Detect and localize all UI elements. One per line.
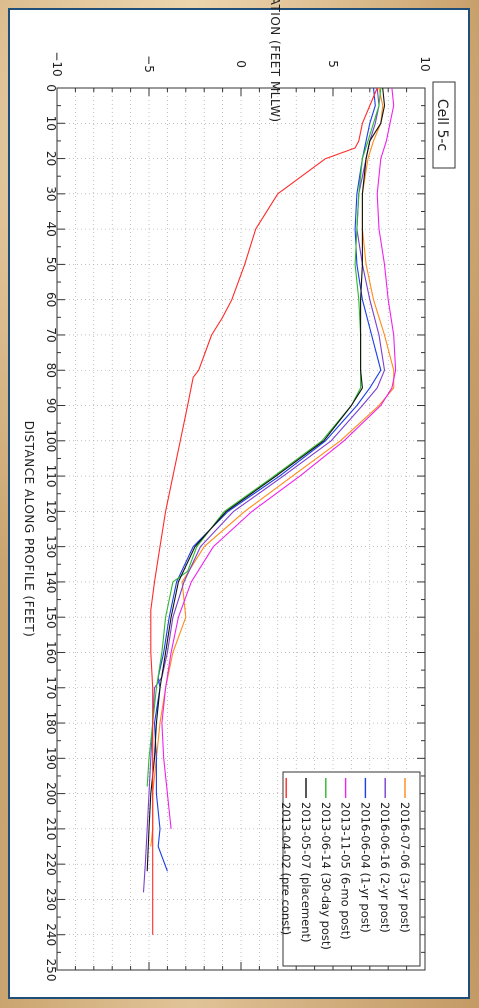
x-tick-label: 30 <box>44 186 58 201</box>
legend-label: 2013-04-02 (pre const) <box>279 802 293 935</box>
series-line-6 <box>146 87 386 872</box>
x-tick-label: 170 <box>44 676 58 699</box>
series-line-1 <box>150 87 395 847</box>
x-tick-label: 80 <box>44 363 58 378</box>
x-tick-label: 40 <box>44 221 58 236</box>
y-tick-label: −5 <box>142 55 156 73</box>
x-tick-label: 70 <box>44 327 58 342</box>
x-tick-label: 150 <box>44 606 58 629</box>
legend-label: 2013-06-14 (30-day post) <box>319 802 333 950</box>
x-tick-label: 130 <box>44 535 58 558</box>
title-box <box>432 81 456 169</box>
series-line-7 <box>150 87 378 935</box>
x-tick-label: 10 <box>44 116 58 131</box>
y-axis-title: ELEVATION (FEET MLLW) <box>268 0 282 123</box>
x-tick-label: 60 <box>44 292 58 307</box>
x-tick-label: 240 <box>44 923 58 946</box>
x-axis-title: DISTANCE ALONG PROFILE (FEET) <box>22 421 36 638</box>
x-tick-label: 180 <box>44 712 58 735</box>
x-tick-label: 20 <box>44 151 58 166</box>
x-tick-label: 140 <box>44 570 58 593</box>
x-tick-label: 120 <box>44 500 58 523</box>
chart-labels: 0102030405060708090100110120130140150160… <box>22 0 456 982</box>
chart-grid <box>57 88 425 970</box>
x-tick-label: 200 <box>44 782 58 805</box>
chart-axes <box>56 87 426 971</box>
series-line-5 <box>146 87 382 787</box>
y-tick-label: −10 <box>50 51 64 76</box>
series-line-2 <box>142 87 386 893</box>
x-tick-label: 110 <box>44 465 58 488</box>
series-line-4 <box>161 87 397 829</box>
x-tick-label: 190 <box>44 747 58 770</box>
y-tick-label: 0 <box>234 60 248 68</box>
x-tick-label: 220 <box>44 853 58 876</box>
legend-box <box>282 771 421 967</box>
series-line-3 <box>153 87 382 872</box>
x-tick-label: 230 <box>44 888 58 911</box>
x-tick-label: 210 <box>44 817 58 840</box>
y-tick-label: 10 <box>418 56 432 71</box>
chart-series <box>142 87 397 935</box>
x-tick-label: 0 <box>44 84 58 92</box>
y-tick-label: 5 <box>326 60 340 68</box>
legend-label: 2016-06-16 (2-yr post) <box>378 802 392 933</box>
legend-label: 2013-05-07 (placement) <box>299 802 313 942</box>
legend-label: 2016-06-04 (1-yr post) <box>358 802 372 933</box>
x-tick-label: 90 <box>44 398 58 413</box>
x-tick-label: 50 <box>44 257 58 272</box>
x-tick-label: 250 <box>44 959 58 982</box>
x-tick-label: 160 <box>44 641 58 664</box>
chart-legend: 2016-07-06 (3-yr post) 2016-06-16 (2-yr p… <box>279 771 421 967</box>
chart-title: Cell 5-c <box>434 99 450 151</box>
legend-label: 2013-11-05 (6-mo post) <box>339 802 353 940</box>
x-tick-label: 100 <box>44 429 58 452</box>
legend-label: 2016-07-06 (3-yr post) <box>398 802 412 933</box>
